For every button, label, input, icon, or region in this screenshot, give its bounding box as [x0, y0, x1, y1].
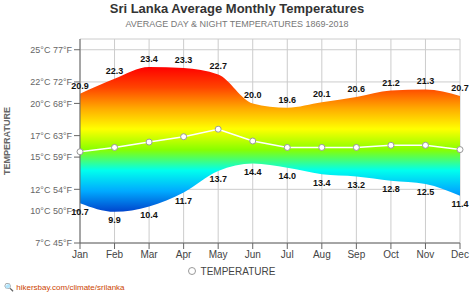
svg-text:11.7: 11.7	[175, 196, 192, 206]
html-text:AVERAGE DAY & NIGHT TEMPERATUR: AVERAGE DAY & NIGHT TEMPERATURES 1869-20…	[125, 19, 349, 29]
svg-text:12°C 54°F: 12°C 54°F	[30, 185, 72, 195]
svg-text:20.9: 20.9	[71, 81, 89, 91]
svg-text:13.4: 13.4	[313, 178, 331, 188]
html-text:🔍 hikersbay.com/climate/srilan: 🔍 hikersbay.com/climate/srilanka	[4, 283, 125, 292]
svg-text:Jan: Jan	[72, 249, 88, 260]
svg-text:20.0: 20.0	[244, 90, 262, 100]
svg-text:Feb: Feb	[106, 249, 124, 260]
svg-text:TEMPERATURE: TEMPERATURE	[8, 107, 12, 175]
svg-text:20°C 68°F: 20°C 68°F	[30, 99, 72, 109]
svg-text:20.1: 20.1	[313, 89, 331, 99]
svg-text:Nov: Nov	[417, 249, 435, 260]
svg-text:23.4: 23.4	[140, 54, 158, 64]
svg-text:Aug: Aug	[313, 249, 331, 260]
svg-text:10.7: 10.7	[71, 207, 89, 217]
svg-text:Sep: Sep	[347, 249, 365, 260]
svg-text:15°C 59°F: 15°C 59°F	[30, 152, 72, 162]
svg-text:19.6: 19.6	[279, 95, 297, 105]
svg-text:Jul: Jul	[281, 249, 294, 260]
svg-text:Oct: Oct	[383, 249, 399, 260]
svg-text:10°C 50°F: 10°C 50°F	[30, 206, 72, 216]
svg-text:22°C 72°F: 22°C 72°F	[30, 77, 72, 87]
svg-text:10.4: 10.4	[140, 210, 158, 220]
svg-text:12.5: 12.5	[417, 187, 435, 197]
svg-text:20.7: 20.7	[451, 83, 466, 93]
svg-text:22.7: 22.7	[209, 61, 227, 71]
svg-text:9.9: 9.9	[108, 215, 121, 225]
svg-text:11.4: 11.4	[451, 199, 466, 209]
svg-text:13.7: 13.7	[209, 174, 227, 184]
svg-text:20.6: 20.6	[348, 84, 366, 94]
html-text:TEMPERATURE: TEMPERATURE	[200, 265, 276, 277]
svg-text:14.0: 14.0	[279, 171, 297, 181]
svg-text:May: May	[209, 249, 228, 260]
svg-text:Apr: Apr	[176, 249, 192, 260]
svg-text:7°C 45°F: 7°C 45°F	[35, 238, 72, 248]
svg-text:22.3: 22.3	[106, 66, 124, 76]
svg-text:12.8: 12.8	[382, 184, 400, 194]
svg-text:23.3: 23.3	[175, 55, 193, 65]
svg-text:21.3: 21.3	[417, 76, 435, 86]
svg-text:21.2: 21.2	[382, 78, 400, 88]
html-text:Sri Lanka Average Monthly Temp: Sri Lanka Average Monthly Temperatures	[109, 1, 365, 16]
svg-text:Mar: Mar	[140, 249, 158, 260]
svg-text:17°C 63°F: 17°C 63°F	[30, 131, 72, 141]
svg-text:25°C 77°F: 25°C 77°F	[30, 45, 72, 55]
svg-text:14.4: 14.4	[244, 167, 262, 177]
svg-text:Jun: Jun	[245, 249, 261, 260]
svg-text:Dec: Dec	[451, 249, 466, 260]
svg-text:13.2: 13.2	[348, 180, 366, 190]
